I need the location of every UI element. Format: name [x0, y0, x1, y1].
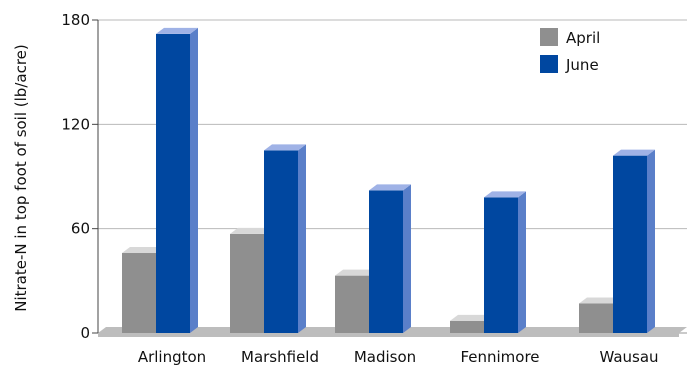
y-axis-ticks: 0 60 120 180 [61, 11, 98, 342]
bar-top [613, 149, 655, 156]
bar-top [156, 27, 198, 34]
floor-edge [98, 333, 679, 337]
bar-june-madison [369, 184, 411, 333]
legend-label-june: June [565, 56, 599, 74]
x-tick-label-4: Wausau [599, 348, 658, 366]
y-tick-label-2: 120 [61, 115, 90, 133]
legend: April June [540, 28, 600, 74]
bar-top [450, 314, 492, 321]
bars-layer [122, 27, 655, 334]
bar-side [518, 191, 526, 333]
x-tick-label-3: Fennimore [460, 348, 539, 366]
bar-front [335, 275, 369, 333]
bar-june-fennimore [484, 191, 526, 333]
bar-top [122, 247, 164, 254]
legend-label-april: April [566, 29, 600, 47]
legend-swatch-april [540, 28, 558, 46]
x-axis-ticks: Arlington Marshfield Madison Fennimore Wausa… [138, 348, 659, 366]
bar-june-wausau [613, 149, 655, 333]
bar-june-marshfield [264, 144, 306, 333]
bar-front [484, 197, 518, 333]
bar-top [484, 191, 526, 198]
bar-front [122, 253, 156, 333]
x-tick-label-2: Madison [354, 348, 416, 366]
bar-front [230, 233, 264, 333]
bar-side [647, 149, 655, 333]
bar-side [190, 27, 198, 334]
bar-top [335, 269, 377, 276]
bar-top [230, 227, 272, 234]
y-tick-label-1: 60 [71, 220, 90, 238]
bar-side [298, 144, 306, 333]
bar-front [613, 155, 647, 333]
y-axis-title: Nitrate-N in top foot of soil (lb/acre) [12, 44, 30, 312]
y-tick-label-3: 180 [61, 11, 90, 29]
bar-top [579, 297, 621, 304]
bar-top [369, 184, 411, 191]
bar-side [403, 184, 411, 333]
bar-front [450, 320, 484, 333]
x-tick-label-1: Marshfield [241, 348, 319, 366]
bar-front [369, 190, 403, 333]
bar-front [579, 303, 613, 333]
bar-front [156, 33, 190, 334]
y-tick-label-0: 0 [80, 324, 90, 342]
bar-front [264, 150, 298, 333]
bar-june-arlington [156, 27, 198, 334]
legend-swatch-june [540, 55, 558, 73]
x-tick-label-0: Arlington [138, 348, 206, 366]
bar-top [264, 144, 306, 151]
